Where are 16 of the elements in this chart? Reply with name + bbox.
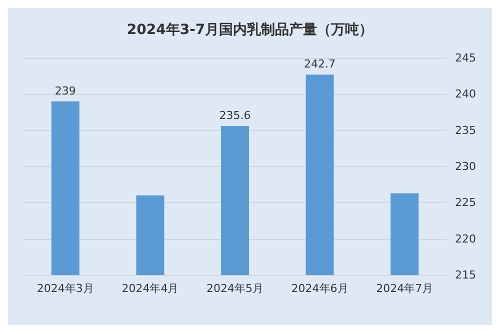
data-label: 239 xyxy=(54,84,76,98)
y-tick-label: 230 xyxy=(455,160,476,173)
x-tick-label: 2024年7月 xyxy=(376,282,434,295)
x-tick-label: 2024年4月 xyxy=(122,282,179,295)
y-tick-label: 220 xyxy=(455,232,476,246)
y-tick-label: 215 xyxy=(455,268,476,282)
x-tick-label: 2024年5月 xyxy=(206,282,264,295)
y-tick-label: 240 xyxy=(455,88,476,101)
data-label: 242.7 xyxy=(304,58,336,71)
x-tick-label: 2024年6月 xyxy=(291,282,348,295)
y-tick-label: 225 xyxy=(455,196,476,210)
data-label: 235.6 xyxy=(219,108,251,122)
y-tick-label: 235 xyxy=(455,124,476,137)
y-tick-label: 245 xyxy=(455,52,476,64)
x-tick-label: 2024年3月 xyxy=(36,282,94,295)
chart-title: 2024年3-7月国内乳制品产量（万吨） xyxy=(126,21,374,38)
